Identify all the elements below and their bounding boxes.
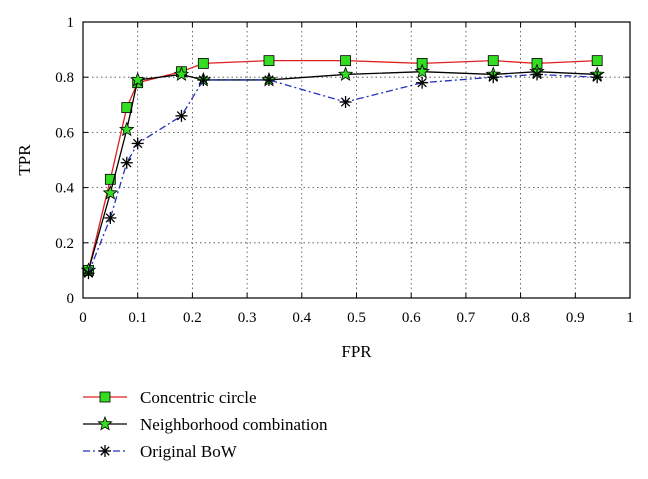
data-point	[198, 58, 208, 68]
legend-label: Concentric circle	[140, 388, 257, 407]
y-tick-label: 0.6	[55, 125, 74, 141]
y-tick-label: 0.8	[55, 70, 74, 86]
legend-item: Concentric circle	[83, 388, 257, 407]
data-point	[197, 74, 209, 86]
x-tick-label: 0	[79, 310, 87, 326]
data-point	[592, 56, 602, 66]
data-point	[591, 71, 603, 83]
x-tick-label: 0.1	[128, 310, 147, 326]
x-tick-label: 0.4	[292, 310, 311, 326]
data-point	[121, 157, 133, 169]
data-point	[340, 96, 352, 108]
data-point	[263, 74, 275, 86]
data-point	[488, 56, 498, 66]
legend: Concentric circle Neighborhood combinatio…	[83, 388, 328, 461]
y-tick-label: 1	[67, 15, 75, 31]
data-point	[341, 56, 351, 66]
legend-label: Original BoW	[140, 442, 238, 461]
x-tick-label: 0.7	[457, 310, 476, 326]
data-point	[104, 212, 116, 224]
data-point	[82, 267, 94, 279]
legend-item: Neighborhood combination	[83, 415, 328, 434]
data-point	[264, 56, 274, 66]
x-tick-label: 0.8	[511, 310, 530, 326]
data-point	[120, 123, 133, 136]
legend-marker	[99, 445, 111, 457]
y-tick-label: 0.4	[55, 181, 74, 197]
legend-marker	[100, 392, 110, 402]
series-1	[82, 65, 604, 276]
x-tick-label: 0.5	[347, 310, 366, 326]
data-point	[339, 67, 352, 80]
x-tick-label: 0.2	[183, 310, 202, 326]
y-tick-label: 0	[67, 291, 75, 307]
x-tick-label: 0.3	[238, 310, 257, 326]
data-point	[416, 77, 428, 89]
legend-label: Neighborhood combination	[140, 415, 328, 434]
series-2	[82, 68, 603, 279]
data-point	[531, 68, 543, 80]
data-point	[175, 110, 187, 122]
x-tick-label: 0.9	[566, 310, 585, 326]
y-tick-label: 0.2	[55, 236, 74, 252]
x-axis-label: FPR	[341, 342, 372, 361]
x-tick-label: 1	[626, 310, 634, 326]
data-point	[132, 137, 144, 149]
plot-series	[82, 56, 604, 280]
x-tick-label: 0.6	[402, 310, 421, 326]
legend-item: Original BoW	[83, 442, 238, 461]
data-point	[487, 71, 499, 83]
y-axis-label: TPR	[15, 144, 34, 176]
legend-marker	[98, 417, 111, 430]
